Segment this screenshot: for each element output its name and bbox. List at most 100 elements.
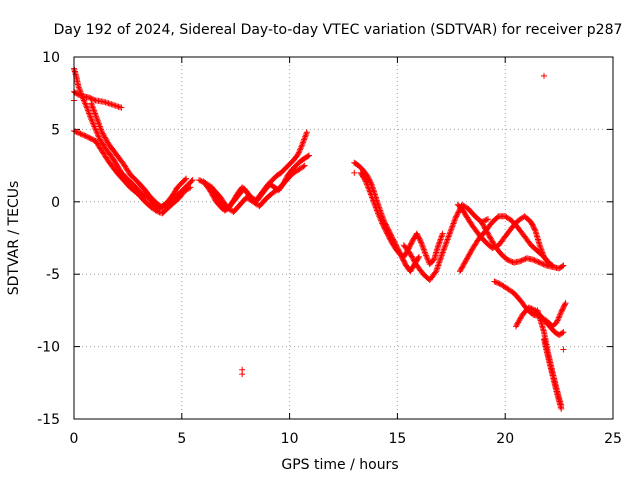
data-point-track-b <box>93 127 100 134</box>
data-point-track-l <box>461 259 468 266</box>
data-point-track-o <box>527 305 534 312</box>
data-point-track-i <box>363 181 370 188</box>
data-point-track-d <box>96 122 103 129</box>
data-point-track-c <box>80 131 87 138</box>
data-point-track-i <box>370 197 377 204</box>
x-tick-label: 0 <box>70 431 79 447</box>
data-point-track-j <box>407 250 414 257</box>
data-point-track-d <box>97 126 104 133</box>
data-point-track-j <box>449 223 456 230</box>
data-point-track-d <box>102 135 109 142</box>
data-point-track-i <box>376 213 383 220</box>
data-point-track-b <box>92 126 99 133</box>
data-point-track-f <box>210 193 217 200</box>
data-point-track-m <box>519 257 526 264</box>
data-point-track-m <box>532 257 539 264</box>
data-point-track-b <box>90 120 97 127</box>
data-point-track-i <box>373 206 380 213</box>
data-point-track-o <box>517 315 524 322</box>
data-point-track-c <box>153 208 160 215</box>
data-point-track-c <box>73 129 80 136</box>
data-point-track-l <box>459 264 466 271</box>
data-point-track-j <box>450 220 457 227</box>
data-point-track-f <box>306 152 313 159</box>
data-point-track-j <box>445 235 452 241</box>
data-point-track-b <box>88 117 95 124</box>
data-point-track-j <box>408 252 415 259</box>
data-point-track-n <box>555 314 562 321</box>
data-point-track-n <box>562 300 569 307</box>
x-axis-label: GPS time / hours <box>281 457 398 473</box>
data-point-track-l <box>466 250 473 257</box>
data-point-track-j <box>442 242 449 249</box>
data-point-track-j <box>412 259 419 266</box>
data-point-track-m <box>536 259 543 266</box>
data-point-track-d <box>99 130 106 137</box>
data-point-track-e <box>302 132 309 139</box>
data-point-track-d <box>95 120 102 127</box>
data-point-track-b <box>75 84 82 91</box>
data-point-track-g <box>300 163 307 170</box>
data-point-track-d <box>101 134 108 141</box>
data-point-track-i <box>418 240 425 247</box>
data-point-track-b <box>86 110 93 117</box>
data-point-track-i <box>435 240 442 247</box>
data-point-track-j <box>410 257 417 264</box>
data-point-track-m <box>479 221 486 228</box>
data-points <box>71 65 569 412</box>
data-point-track-m <box>487 234 494 241</box>
data-point-track-i <box>419 243 426 250</box>
data-point-track-b <box>96 135 103 142</box>
data-point-track-d <box>89 103 96 110</box>
data-point-outliers <box>541 72 548 79</box>
data-point-track-d <box>93 114 100 121</box>
data-point-track-i <box>361 175 368 182</box>
data-point-track-f <box>219 206 226 213</box>
data-point-track-b <box>93 129 100 136</box>
y-tick-label: 5 <box>51 122 60 138</box>
data-point-track-j <box>482 217 489 224</box>
tick-labels: 0 5 10 15 20 25 10 5 0 -5 -10 -15 <box>37 50 622 447</box>
data-point-track-m <box>559 263 566 270</box>
data-point-track-l <box>456 268 463 275</box>
data-point-track-d <box>91 109 98 116</box>
plot-frame <box>73 56 614 420</box>
data-point-track-i <box>363 179 370 186</box>
x-tick-label: 25 <box>604 431 622 447</box>
data-point-track-c <box>76 130 83 137</box>
data-point-track-i <box>375 211 382 218</box>
data-point-track-i <box>378 219 385 226</box>
data-point-track-l <box>457 267 464 274</box>
data-point-track-c <box>82 133 89 140</box>
data-point-track-o <box>529 306 536 313</box>
data-point-track-m <box>537 260 544 267</box>
data-point-track-m <box>481 224 488 231</box>
data-point-track-m <box>560 262 567 269</box>
data-point-track-l <box>459 263 466 270</box>
y-tick-label: -5 <box>46 267 60 283</box>
data-point-track-l <box>460 261 467 268</box>
data-point-track-k <box>537 243 544 250</box>
data-point-track-j <box>453 213 460 220</box>
data-point-track-i <box>371 201 378 208</box>
data-point-track-o <box>559 329 566 336</box>
data-point-track-m <box>485 231 492 238</box>
data-point-track-j <box>442 240 449 247</box>
data-point-track-i <box>362 178 369 185</box>
data-point-track-j <box>449 221 456 228</box>
data-point-track-e <box>294 152 301 159</box>
data-point-track-b <box>82 100 89 107</box>
data-point-track-b <box>85 109 92 116</box>
data-point-track-i <box>374 208 381 215</box>
data-point-track-l <box>467 248 474 255</box>
data-point-track-i <box>376 214 383 221</box>
data-point-track-f <box>209 192 216 199</box>
data-point-track-n <box>554 317 561 324</box>
data-point-track-l <box>468 247 475 254</box>
data-point-track-j <box>455 209 462 216</box>
data-point-track-m <box>489 239 496 246</box>
data-point-track-o <box>525 304 532 311</box>
data-point-track-n <box>556 313 563 320</box>
data-point-track-i <box>420 246 427 253</box>
